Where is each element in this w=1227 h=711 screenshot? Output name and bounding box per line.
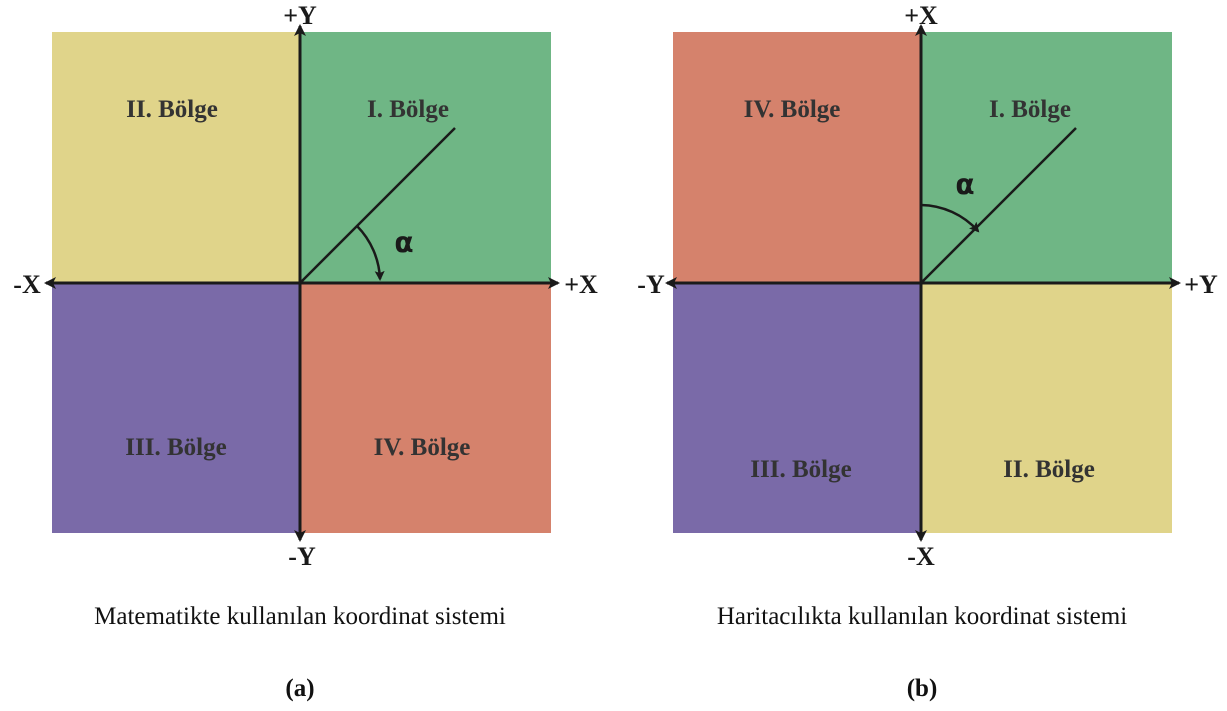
quadrant-b-bottom-left xyxy=(673,283,921,533)
quadrant-b-top-left-label: IV. Bölge xyxy=(744,96,841,123)
alpha-symbol-a: α xyxy=(394,226,413,259)
axis-b-pos-y-label: +X xyxy=(904,1,938,30)
quadrant-a-top-right-label: I. Bölge xyxy=(367,96,449,123)
quadrant-b-bottom-right xyxy=(921,283,1172,533)
caption-a: Matematikte kullanılan koordinat sistemi xyxy=(94,603,506,630)
axis-a-neg-x-label: -X xyxy=(13,270,41,299)
caption-b: Haritacılıkta kullanılan koordinat siste… xyxy=(716,603,1128,630)
axis-b-neg-y-label: -X xyxy=(907,542,935,571)
quadrant-a-top-left-label: II. Bölge xyxy=(126,96,218,123)
quadrant-b-bottom-right-label: II. Bölge xyxy=(1003,456,1095,483)
axis-a-neg-y-label: -Y xyxy=(288,542,316,571)
direction-line-b xyxy=(920,127,1077,284)
sublabel-b: (b) xyxy=(906,675,938,702)
angle-arc-b xyxy=(920,203,980,233)
quadrant-b-top-right-label: I. Bölge xyxy=(989,96,1071,123)
axis-b-neg-x-label: -Y xyxy=(637,270,665,299)
direction-line-a xyxy=(299,127,456,284)
quadrant-b-bottom-left-label: III. Bölge xyxy=(750,456,851,483)
quadrant-a-bottom-left-label: III. Bölge xyxy=(125,434,226,461)
quadrant-a-bottom-right xyxy=(300,283,551,533)
quadrant-b-top-left xyxy=(673,32,921,283)
alpha-symbol-b: α xyxy=(955,168,974,201)
angle-arc-a xyxy=(356,225,385,281)
quadrant-a-bottom-right-label: IV. Bölge xyxy=(374,434,471,461)
axis-a-pos-x-label: +X xyxy=(564,270,598,299)
diagram-b: IV. Bölge I. Bölge III. Bölge II. Bölge … xyxy=(637,1,1218,571)
axis-a-pos-y-label: +Y xyxy=(283,1,317,30)
quadrant-a-bottom-left xyxy=(52,283,300,533)
sublabel-a: (a) xyxy=(285,675,315,702)
diagram-a: II. Bölge I. Bölge III. Bölge IV. Bölge … xyxy=(13,1,598,571)
quadrant-a-top-left xyxy=(52,32,300,283)
axis-b-pos-x-label: +Y xyxy=(1184,270,1218,299)
